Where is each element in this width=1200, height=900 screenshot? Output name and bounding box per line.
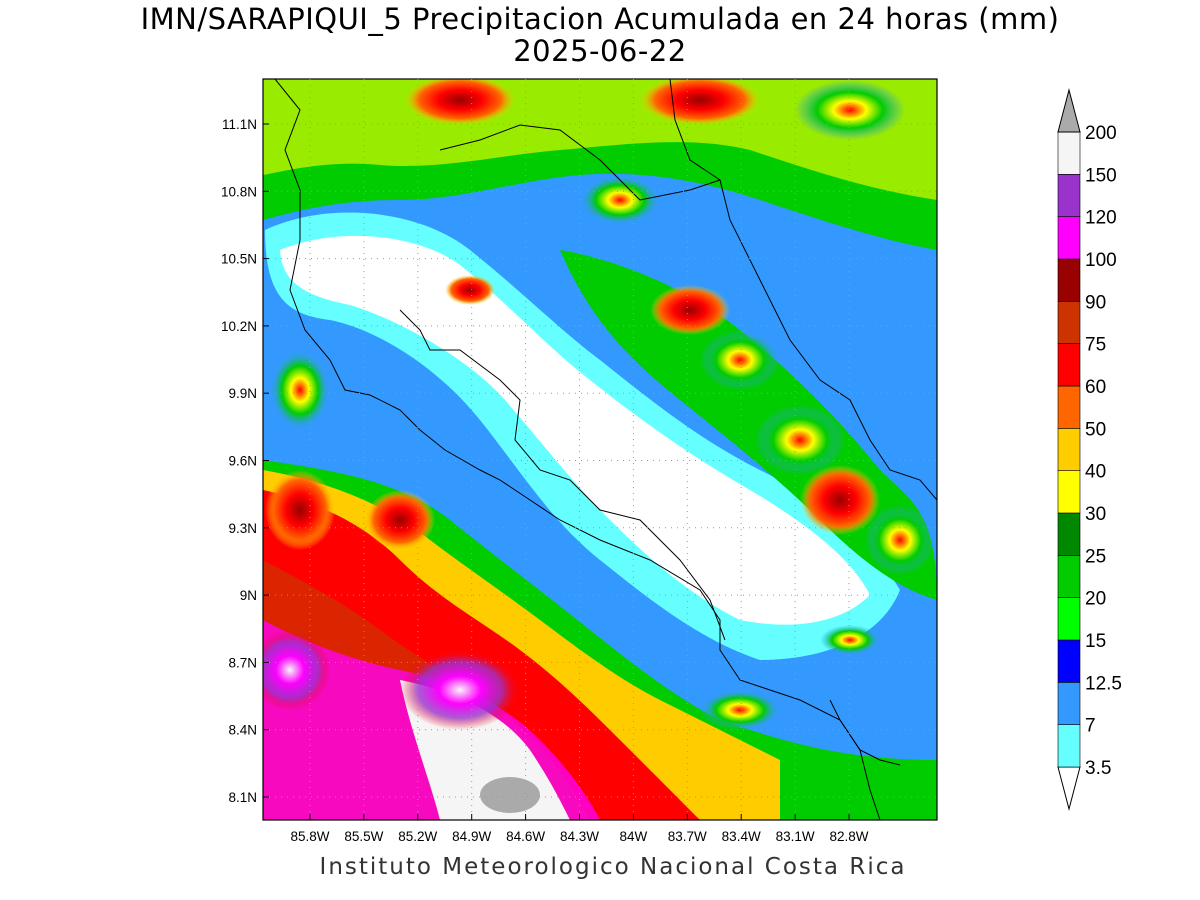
colorbar-swatch: [1057, 428, 1081, 471]
colorbar-label: 20: [1085, 589, 1106, 610]
colorbar-swatch: [1057, 385, 1081, 429]
colorbar-swatch: [1057, 470, 1081, 514]
x-tick-label: 85.5W: [344, 829, 383, 844]
y-tick-label: 9.3N: [228, 521, 257, 536]
y-tick-label: 10.2N: [221, 319, 257, 334]
colorbar-swatch: [1057, 512, 1081, 556]
colorbar-label: 30: [1085, 504, 1106, 525]
x-tick-label: 83.1W: [776, 829, 815, 844]
colorbar-label: 200: [1085, 123, 1117, 144]
y-tick-label: 9.9N: [228, 386, 257, 401]
longitude-axis: 85.8W 85.5W 85.2W 84.9W 84.6W 84.3W 84W 83.7W 83…: [290, 814, 869, 844]
colorbar-swatch: [1057, 555, 1081, 598]
colorbar-swatch: [1057, 724, 1081, 768]
y-tick-label: 9.6N: [228, 454, 257, 469]
colorbar-label: 7: [1085, 716, 1096, 737]
precipitation-field: [263, 79, 937, 820]
x-tick-label: 83.4W: [722, 829, 761, 844]
colorbar-label: 120: [1085, 208, 1117, 229]
y-tick-label: 11.1N: [222, 117, 257, 132]
colorbar-label: 100: [1085, 250, 1117, 271]
x-tick-label: 84.9W: [452, 829, 491, 844]
y-tick-label: 8.1N: [228, 790, 257, 805]
map-frame: [262, 78, 938, 821]
colorbar-swatch: [1057, 258, 1081, 302]
institution-footer: Instituto Meteorologico Nacional Costa R…: [319, 854, 907, 880]
colorbar-label: 25: [1085, 546, 1106, 567]
colorbar-swatch: [1057, 216, 1081, 260]
colorbar-swatch: [1057, 343, 1081, 387]
x-tick-label: 84.6W: [506, 829, 545, 844]
colorbar-label: 90: [1085, 292, 1106, 313]
colorbar-label: 15: [1085, 631, 1106, 652]
lat-lon-grid: [263, 79, 937, 820]
y-tick-label: 8.4N: [228, 723, 257, 738]
y-tick-label: 10.5N: [221, 252, 257, 267]
y-tick-label: 10.8N: [221, 184, 257, 199]
x-tick-label: 85.8W: [290, 829, 329, 844]
colorbar-swatch: [1057, 131, 1081, 175]
map-date: 2025-06-22: [513, 34, 687, 68]
colorbar-label: 75: [1085, 335, 1106, 356]
x-tick-label: 83.7W: [668, 829, 707, 844]
y-tick-label: 8.7N: [228, 655, 257, 670]
colorbar-label: 40: [1085, 462, 1106, 483]
colorbar-lower-extension: [1057, 766, 1081, 811]
colorbar-label: 50: [1085, 419, 1106, 440]
colorbar-swatch: [1057, 682, 1081, 725]
colorbar-upper-extension: [1057, 88, 1081, 133]
colorbar-label: 60: [1085, 377, 1106, 398]
x-tick-label: 85.2W: [398, 829, 437, 844]
x-tick-label: 82.8W: [829, 829, 868, 844]
colorbar-swatch: [1057, 597, 1081, 641]
y-tick-label: 9N: [240, 588, 257, 603]
colorbar-label: 150: [1085, 165, 1117, 186]
colorbar-swatch: [1057, 174, 1081, 217]
colorbar-swatch: [1057, 639, 1081, 683]
colorbar-swatch: [1057, 301, 1081, 344]
colorbar-label: 3.5: [1085, 758, 1111, 779]
colorbar-label: 12.5: [1085, 673, 1122, 694]
latitude-axis: 11.1N 10.8N 10.5N 10.2N 9.9N 9.6N 9.3N 9N 8.7N 8.…: [221, 117, 269, 805]
map-title: IMN/SARAPIQUI_5 Precipitacion Acumulada …: [140, 2, 1060, 36]
x-tick-label: 84W: [620, 829, 648, 844]
colorbar-legend: 3.5 7 12.5 15 20 25 30 40 50 60 75 90 100 120 150 200: [1057, 88, 1122, 811]
x-tick-label: 84.3W: [560, 829, 599, 844]
